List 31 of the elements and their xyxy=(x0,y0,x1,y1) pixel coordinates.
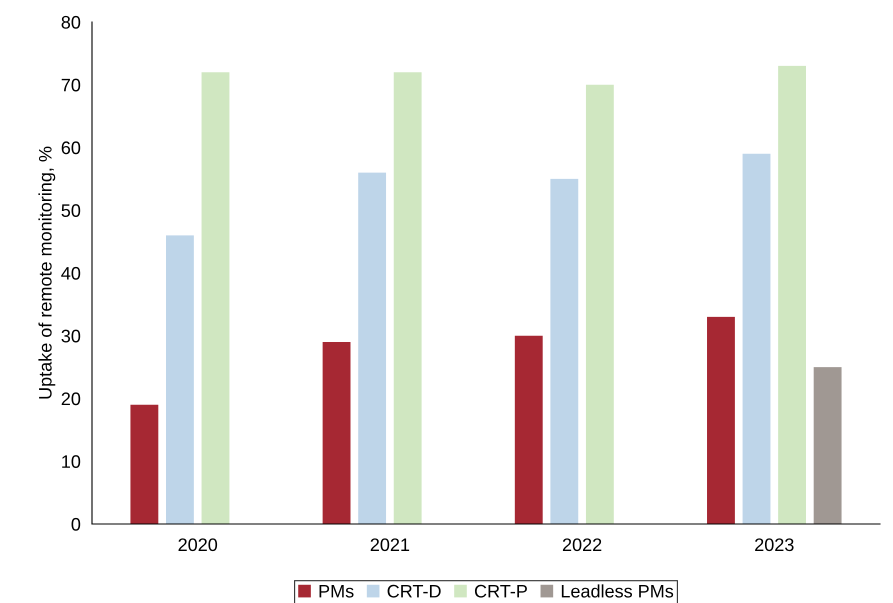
legend-label: PMs xyxy=(320,584,354,598)
legend-label: Leadless PMs xyxy=(562,584,674,598)
y-tick-label: 20 xyxy=(62,392,80,406)
bar xyxy=(358,172,386,524)
y-tick-label: 60 xyxy=(62,141,80,154)
x-tick-label: 2021 xyxy=(370,538,410,552)
bar xyxy=(707,316,735,524)
bar xyxy=(166,235,194,524)
bar xyxy=(586,84,614,524)
y-tick-label: 10 xyxy=(62,455,80,468)
y-tick-label: 70 xyxy=(62,78,80,92)
legend-label: CRT-P xyxy=(474,584,527,598)
bar xyxy=(130,404,158,524)
bar xyxy=(814,367,842,524)
y-tick-label: 80 xyxy=(62,16,80,29)
bar xyxy=(202,72,230,524)
x-tick-label: 2020 xyxy=(178,538,218,552)
legend-label: CRT-D xyxy=(388,584,441,598)
bar xyxy=(514,336,543,524)
x-tick-label: 2022 xyxy=(562,538,602,552)
bar xyxy=(550,178,578,524)
y-tick-label: 50 xyxy=(62,204,80,217)
y-tick-label: 0 xyxy=(72,518,80,531)
bar xyxy=(322,342,350,524)
x-tick-label: 2023 xyxy=(755,538,794,552)
y-axis-title: Uptake of remote monitoring, % xyxy=(38,146,56,399)
bar xyxy=(742,154,770,524)
y-tick-label: 40 xyxy=(61,266,80,280)
y-tick-label: 30 xyxy=(61,330,80,342)
bar xyxy=(778,66,806,524)
bar xyxy=(394,72,422,524)
